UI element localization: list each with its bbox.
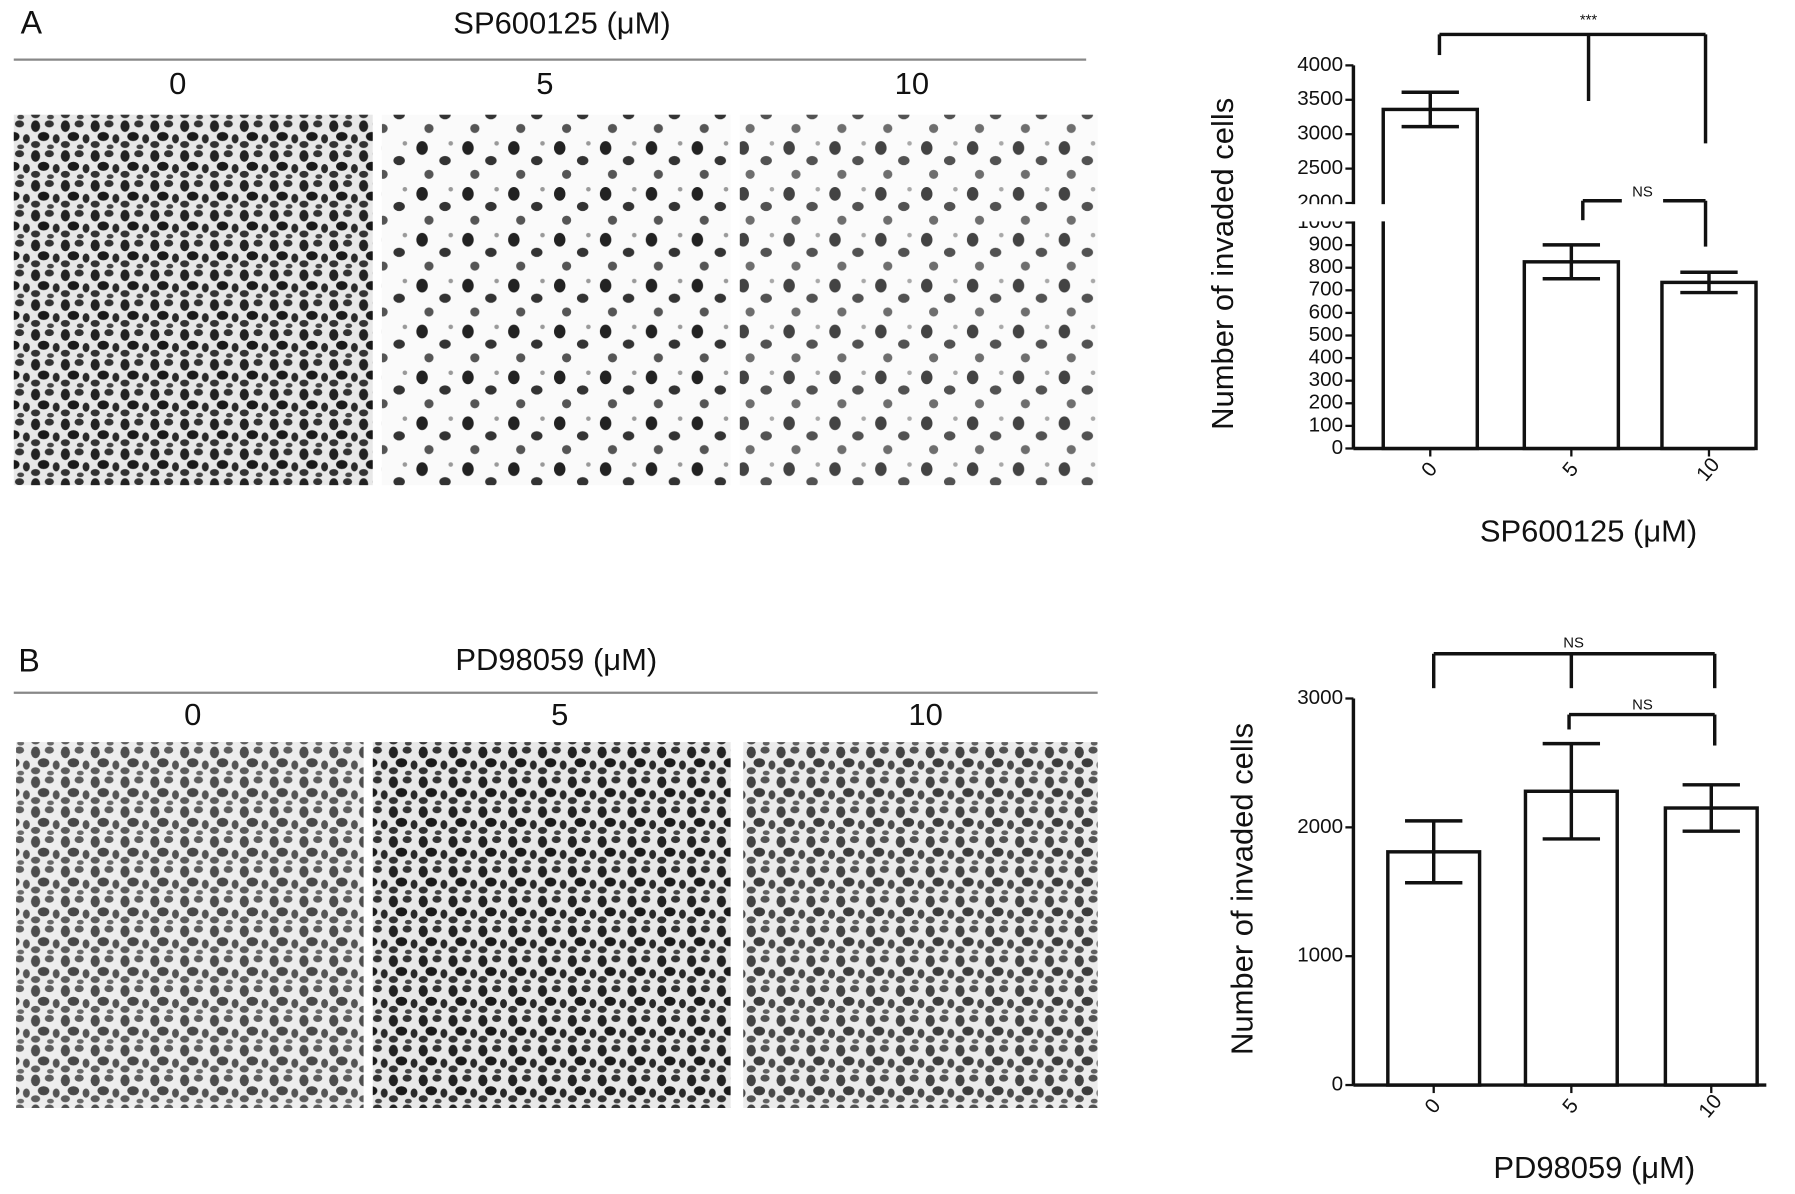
dose-label: 0 [184,697,201,732]
bar [1386,850,1482,1087]
x-axis-title: SP600125 (μM) [1480,514,1697,549]
dose-label: 5 [536,66,553,101]
significance: NS [1563,635,1584,651]
dose-label: 5 [551,697,568,732]
x-tick-label: 0 [1420,1094,1445,1118]
micrograph [16,742,364,1108]
micrograph [13,114,373,486]
panel-label: A [21,5,43,41]
bar [1660,280,1758,451]
x-tick-label: 10 [1694,1090,1726,1122]
axis-break [1273,204,1434,222]
y-tick-label: 300 [1309,368,1343,391]
bar [1522,260,1621,451]
bracket-gap [1621,196,1664,206]
micrograph [381,114,731,486]
micrograph [372,742,731,1108]
x-axis-title: PD98059 (μM) [1493,1150,1695,1185]
dose-label: 0 [169,66,186,101]
panel-label: B [18,642,39,678]
y-tick-label: 500 [1309,323,1343,346]
bar [1381,107,1480,451]
y-tick-label: 400 [1309,346,1343,369]
y-tick-label: 200 [1309,391,1343,414]
y-tick-label: 800 [1309,255,1343,278]
treatment-title: PD98059 (μM) [455,642,657,677]
y-tick-label: 2000 [1297,815,1343,838]
y-tick-label: 3000 [1297,122,1343,145]
y-axis-title: Number of invaded cells [1225,723,1260,1055]
y-tick-label: 700 [1309,278,1343,301]
y-tick-label: 600 [1309,300,1343,323]
dose-label: 10 [895,66,929,101]
y-tick-label: 2500 [1297,156,1343,179]
significance: NS [1632,697,1653,713]
y-tick-label: 100 [1309,413,1343,436]
x-tick-label: 5 [1558,458,1583,482]
significance: *** [1580,13,1598,29]
y-tick-label: 3500 [1297,87,1343,110]
bar [1663,806,1759,1087]
y-tick-label: 1000 [1297,944,1343,967]
y-tick-label: 0 [1332,1072,1343,1095]
y-tick-label: 3000 [1297,686,1343,709]
x-tick-label: 0 [1417,458,1442,482]
dose-label: 10 [908,697,942,732]
y-tick-label: 0 [1332,436,1343,459]
y-axis-title: Number of invaded cells [1205,98,1240,430]
micrograph [739,114,1098,486]
micrograph [743,742,1098,1108]
y-tick-label: 4000 [1297,53,1343,76]
x-tick-label: 5 [1558,1094,1583,1118]
significance: NS [1632,185,1653,201]
x-tick-label: 10 [1692,453,1724,485]
treatment-title: SP600125 (μM) [453,5,670,40]
y-tick-label: 900 [1309,233,1343,256]
